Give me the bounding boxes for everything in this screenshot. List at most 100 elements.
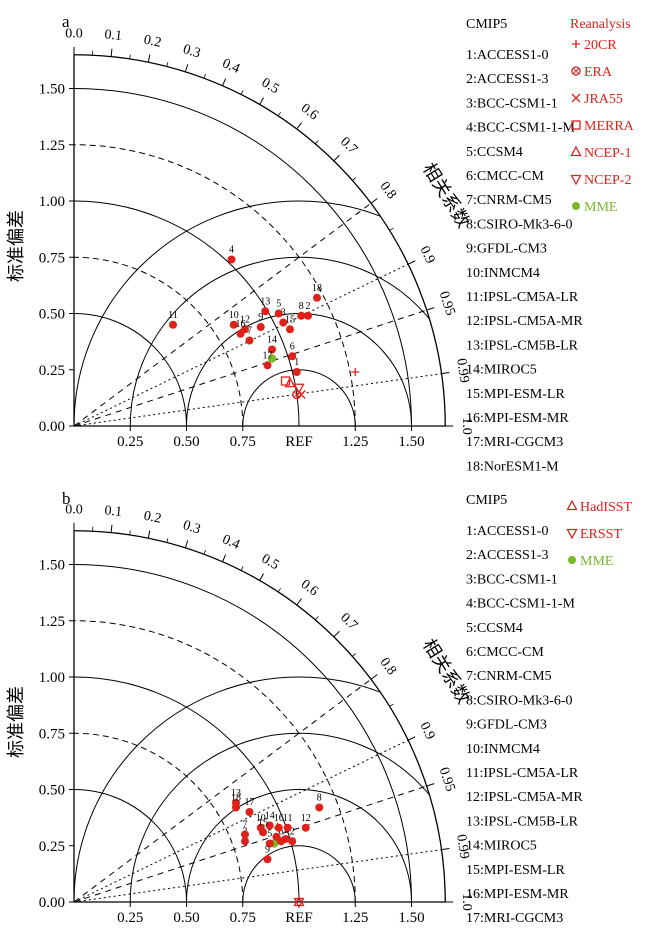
model-point — [274, 309, 283, 318]
corr-tick-label: 0.95 — [436, 766, 458, 794]
legend-model-3: 3:BCC-CSM1-1 — [466, 96, 558, 111]
model-point — [286, 325, 294, 334]
ref-marker-plus — [351, 368, 360, 376]
legend-model-5: 5:CCSM4 — [466, 145, 523, 160]
point-label: 10 — [256, 813, 266, 824]
model-point — [315, 803, 324, 812]
corr-tick — [407, 260, 416, 265]
legend-model-14: 14:MIROC5 — [466, 839, 537, 854]
ref-marker-square — [280, 376, 291, 386]
y-tick-label: 0.75 — [39, 726, 65, 742]
ref-legend-label: NCEP-2 — [584, 173, 631, 188]
y-tick-label: 1.50 — [39, 558, 65, 574]
legend-model-4: 4:BCC-CSM1-1-M — [466, 121, 575, 136]
corr-tick — [259, 573, 264, 581]
point-label: 10 — [229, 310, 239, 321]
point-label: 13 — [231, 788, 241, 799]
corr-tick-label: 0.2 — [142, 509, 162, 527]
corr-minor-tick — [129, 530, 131, 536]
legend-model-7: 7:CNRM-CM5 — [466, 669, 552, 684]
legend-model-1: 1:ACCESS1-0 — [466, 48, 548, 63]
point-label: 15 — [258, 817, 268, 828]
model-point — [268, 345, 276, 354]
legend-model-2: 2:ACCESS1-3 — [466, 72, 548, 87]
point-label: 9 — [258, 312, 263, 323]
corr-tick-label: 0.2 — [142, 33, 162, 51]
legend-model-18: 18:NorESM1-M — [466, 459, 559, 474]
corr-tick-label: 0.5 — [259, 75, 282, 97]
corr-tick-label: 0.1 — [104, 503, 123, 520]
ref-marker-triangle-up — [284, 376, 296, 388]
corr-tick-label: 0.1 — [104, 27, 123, 44]
point-label: 12 — [240, 314, 250, 325]
corr-minor-tick — [352, 653, 357, 657]
std-arc — [73, 200, 300, 427]
corr-minor-tick — [389, 227, 394, 231]
corr-minor-tick — [129, 54, 131, 60]
mme-point — [267, 354, 277, 363]
point-label: 6 — [279, 826, 284, 837]
corr-ray — [73, 785, 427, 903]
model-point — [227, 255, 236, 264]
legend-model-17: 17:MRI-CGCM3 — [466, 911, 563, 926]
model-point — [232, 803, 240, 812]
std-arc-dashed — [73, 256, 244, 427]
corr-minor-tick — [240, 566, 244, 571]
corr-minor-tick — [203, 73, 206, 79]
corr-tick-label: 0.3 — [181, 42, 202, 62]
legend-model-9: 9:GFDL-CM3 — [466, 718, 547, 733]
circle-x-cross — [572, 67, 580, 75]
corr-tick — [333, 630, 340, 638]
corr-tick-label: 0.0 — [65, 26, 83, 41]
corr-tick-label: 0.0 — [65, 502, 83, 517]
y-tick-label: 0.75 — [39, 250, 65, 266]
corr-tick — [296, 598, 302, 606]
corr-tick — [222, 78, 227, 86]
y-tick-label: 0.50 — [39, 307, 65, 323]
model-point — [229, 320, 238, 329]
legend-model-15: 15:MPI-ESM-LR — [466, 863, 565, 878]
x-tick-label: 1.25 — [342, 434, 368, 450]
legend-title: CMIP5 — [466, 493, 507, 508]
legend-symbol-cross — [571, 93, 581, 103]
legend-model-9: 9:GFDL-CM3 — [466, 242, 547, 257]
y-tick-label: 1.25 — [39, 138, 65, 154]
panel-label: b — [62, 489, 71, 508]
corr-tick-label: 0.99 — [453, 357, 471, 383]
rms-arc — [186, 789, 412, 902]
corr-tick-label: 0.8 — [377, 655, 400, 678]
point-label: 7 — [243, 820, 248, 831]
corr-tick-label: 0.99 — [453, 833, 471, 859]
corr-tick — [370, 198, 378, 204]
rms-arc — [74, 200, 446, 426]
ref-legend-label: NCEP-1 — [584, 146, 631, 161]
corr-ray-dotted — [73, 849, 442, 903]
point-label: 8 — [317, 793, 322, 804]
x-tick-label: 1.25 — [342, 910, 368, 926]
model-point — [283, 823, 292, 832]
corr-tick — [370, 674, 378, 680]
x-tick-label: 0.25 — [117, 910, 143, 926]
legend-symbol-triangle-up — [566, 499, 578, 511]
y-tick-label: 1.50 — [39, 82, 65, 98]
ref-legend-label: ERSST — [580, 527, 622, 542]
point-label: 16 — [236, 319, 246, 330]
std-arc — [73, 313, 187, 427]
corr-tick — [110, 524, 113, 533]
point-label: 12 — [301, 813, 311, 824]
legend-model-3: 3:BCC-CSM1-1 — [466, 572, 558, 587]
model-point — [169, 320, 177, 329]
model-point — [256, 323, 265, 331]
corr-ray — [73, 678, 372, 903]
y-tick-label: 0.25 — [39, 363, 65, 379]
legend-model-10: 10:INMCM4 — [466, 266, 540, 281]
legend-model-16: 16:MPI-ESM-MR — [466, 887, 569, 902]
legend-symbol-triangle-down — [570, 174, 582, 186]
model-point — [292, 368, 301, 376]
ref-legend-label: JRA55 — [584, 92, 623, 107]
point-label: 15 — [285, 314, 295, 325]
model-point — [241, 830, 249, 839]
corr-tick-label: 0.7 — [337, 134, 360, 157]
corr-tick-label: 0.6 — [298, 577, 321, 600]
